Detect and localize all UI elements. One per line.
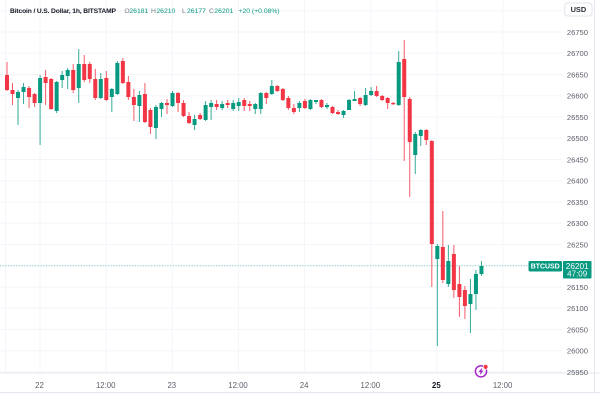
svg-text:12:00: 12:00	[96, 381, 116, 390]
svg-text:L: L	[182, 8, 186, 15]
svg-text:24: 24	[300, 381, 309, 390]
svg-text:26400: 26400	[567, 177, 588, 186]
svg-text:+20 (+0.08%): +20 (+0.08%)	[239, 8, 280, 15]
svg-text:26700: 26700	[567, 49, 588, 58]
svg-text:26201: 26201	[214, 8, 233, 15]
svg-text:26750: 26750	[567, 28, 588, 37]
svg-text:C: C	[209, 8, 214, 15]
svg-text:26500: 26500	[567, 134, 588, 143]
svg-text:12:00: 12:00	[493, 381, 513, 390]
svg-text:26550: 26550	[567, 113, 588, 122]
svg-text:O: O	[124, 8, 129, 15]
svg-text:26210: 26210	[156, 8, 175, 15]
svg-text:26350: 26350	[567, 198, 588, 207]
svg-text:26450: 26450	[567, 155, 588, 164]
svg-text:H: H	[151, 8, 156, 15]
svg-text:26250: 26250	[567, 240, 588, 249]
svg-text:USD: USD	[571, 5, 587, 14]
svg-text:23: 23	[167, 381, 176, 390]
svg-text:26300: 26300	[567, 219, 588, 228]
svg-text:26150: 26150	[567, 283, 588, 292]
svg-text:12:00: 12:00	[361, 381, 381, 390]
svg-text:BTCUSD: BTCUSD	[531, 264, 560, 271]
svg-text:Bitcoin / U.S. Dollar, 1h, BIT: Bitcoin / U.S. Dollar, 1h, BITSTAMP	[10, 8, 117, 15]
svg-text:26201: 26201	[566, 262, 589, 271]
svg-text:26177: 26177	[187, 8, 206, 15]
svg-text:26600: 26600	[567, 92, 588, 101]
svg-text:26181: 26181	[129, 8, 148, 15]
svg-text:22: 22	[35, 381, 44, 390]
svg-text:25: 25	[432, 381, 441, 390]
svg-text:47:09: 47:09	[567, 270, 588, 279]
svg-text:26000: 26000	[567, 347, 588, 356]
svg-text:25950: 25950	[567, 368, 588, 377]
svg-text:26050: 26050	[567, 325, 588, 334]
svg-text:26650: 26650	[567, 70, 588, 79]
svg-text:12:00: 12:00	[228, 381, 248, 390]
svg-text:26100: 26100	[567, 304, 588, 313]
